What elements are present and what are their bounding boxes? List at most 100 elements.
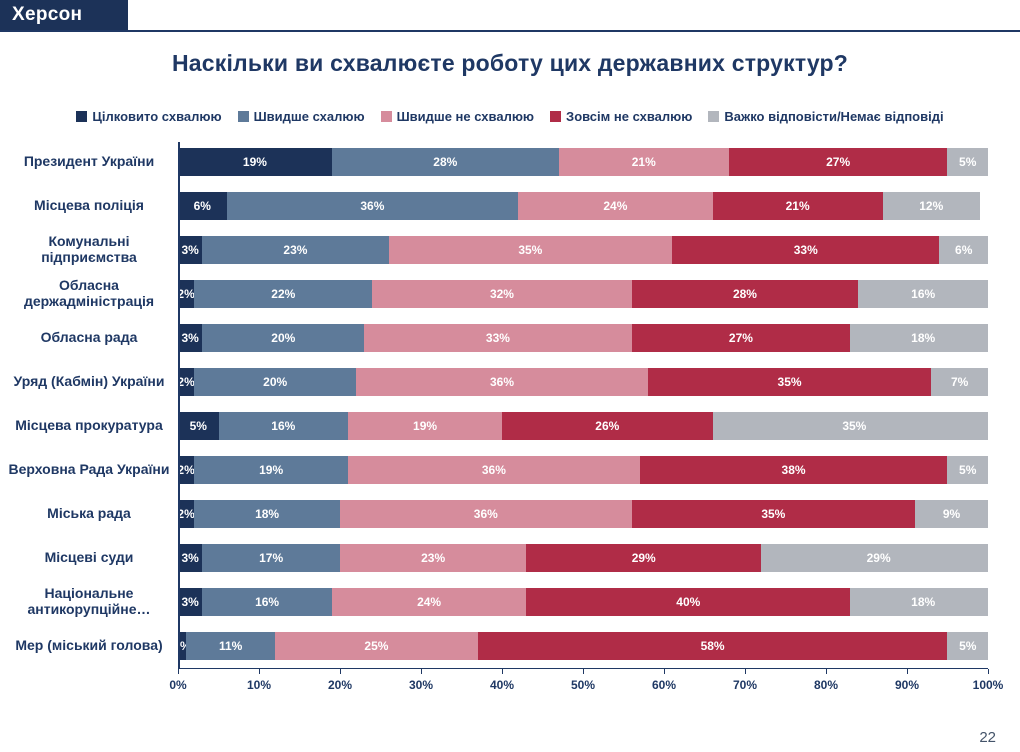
bar-segment: 18% — [850, 324, 988, 352]
legend-label: Швидше схалюю — [253, 109, 365, 124]
chart-title: Наскільки ви схвалюєте роботу цих держав… — [171, 50, 849, 76]
bar-segment: 58% — [477, 632, 948, 660]
bar-segment: 11% — [186, 632, 276, 660]
bar-segment: 35% — [631, 500, 916, 528]
bar-track: 2% 19% 36% 38% 5% — [178, 456, 988, 484]
chart-row: Обласна рада 3% 20% 33% 27% 18% — [0, 316, 988, 360]
category-axis-line — [178, 142, 180, 668]
bar-segment: 36% — [356, 368, 648, 396]
value-axis: 0% 10% 20% 30% 40% 50% 60% 70% 80% 90% 100% — [169, 668, 1003, 694]
bar-segment: 36% — [226, 192, 519, 220]
category-label: Комунальні підприємства — [41, 233, 137, 265]
bar-segment: 26% — [501, 412, 713, 440]
axis-tick — [340, 669, 341, 674]
bar-segment: 3% — [178, 324, 203, 352]
bar-segment: 21% — [712, 192, 883, 220]
bar-segment: 28% — [631, 280, 859, 308]
x-axis: 0% 10% 20% 30% 40% 50% 60% 70% 80% 90% 100% — [0, 668, 1003, 694]
chart-row: Верховна Рада України 2% 19% 36% 38% 5% — [0, 448, 988, 492]
bar-segment: 5% — [947, 456, 988, 484]
chart-row: Місцеві суди 3% 17% 23% 29% 29% — [0, 536, 988, 580]
axis-tick — [259, 669, 260, 674]
axis-tick-label: 0% — [169, 678, 187, 692]
bar-segment: 29% — [526, 544, 762, 572]
axis-tick — [826, 669, 827, 674]
axis-tick — [502, 669, 503, 674]
bar-segment: 19% — [194, 456, 349, 484]
axis-tick — [421, 669, 422, 674]
bar-segment: 36% — [339, 500, 632, 528]
bar-segment: 40% — [526, 588, 851, 616]
chart-row: Місцева прокуратура 5% 16% 19% 26% 35% — [0, 404, 988, 448]
bar-segment: 2% — [178, 500, 195, 528]
category-label: Обласна рада — [40, 329, 138, 346]
axis-tick — [664, 669, 665, 674]
bar-segment: 6% — [939, 236, 988, 264]
bar-segment: 35% — [388, 236, 673, 264]
bar-segment: 27% — [631, 324, 851, 352]
bar-track: 1%11%25%58%5% — [178, 632, 988, 660]
category-label: Верховна Рада України — [8, 461, 170, 478]
bar-segment: 21% — [558, 148, 729, 176]
axis-tick-label: 90% — [894, 678, 920, 692]
legend-swatch — [76, 111, 88, 122]
axis-tick-label: 10% — [246, 678, 272, 692]
bar-segment: 12% — [882, 192, 980, 220]
bar-segment: 19% — [348, 412, 502, 440]
category-label: Місцеві суди — [44, 549, 134, 566]
bar-segment: 35% — [647, 368, 932, 396]
axis-tick — [178, 669, 179, 674]
category-label: Президент України — [23, 153, 155, 170]
bar-segment: 16% — [202, 588, 332, 616]
axis-tick-label: 30% — [408, 678, 434, 692]
bar-track: 3% 23% 35% 33% 6% — [178, 236, 988, 264]
category-label: Мер (міський голова) — [15, 637, 163, 654]
legend-item: Важко відповісти/Немає відповіді — [708, 109, 944, 124]
bar-track: 3% 20% 33% 27% 18% — [178, 324, 988, 352]
legend-label: Швидше не схвалюю — [396, 109, 535, 124]
axis-tick-label: 60% — [651, 678, 677, 692]
chart-row: Міська рада 2% 18% 36% 35% 9% — [0, 492, 988, 536]
bar-segment: 23% — [202, 236, 389, 264]
bar-segment: 5% — [947, 632, 988, 660]
bar-segment: 2% — [178, 280, 195, 308]
bar-segment: 7% — [931, 368, 988, 396]
legend-label: Зовсім не схвалюю — [566, 109, 693, 124]
bar-track: 3% 17% 23% 29% 29% — [178, 544, 988, 572]
bar-segment: 2% — [178, 368, 195, 396]
bar-segment: 2% — [178, 456, 195, 484]
bar-segment: 27% — [728, 148, 948, 176]
axis-tick-label: 40% — [489, 678, 515, 692]
axis-spacer — [0, 668, 178, 694]
legend-item: Швидше схалюю — [237, 109, 365, 124]
legend-label: Цілковито схвалюю — [92, 109, 222, 124]
chart-row: Президент України 19% 28% 21% 27% 5% — [0, 140, 988, 184]
bar-segment: 36% — [348, 456, 640, 484]
bar-segment: 23% — [339, 544, 527, 572]
bar-segment: 9% — [915, 500, 988, 528]
bar-segment: 24% — [331, 588, 527, 616]
bar-segment: 25% — [275, 632, 478, 660]
chart-row: Обласна держадміністрація 2% 22% 32% 28% 16% — [0, 272, 988, 316]
bar-segment: 18% — [850, 588, 988, 616]
legend-swatch — [237, 111, 249, 122]
legend-item: Цілковито схвалюю — [76, 109, 222, 124]
axis-tick-label: 20% — [327, 678, 353, 692]
bar-track: 5% 16% 19% 26% 35% — [178, 412, 988, 440]
bar-segment: 38% — [639, 456, 948, 484]
chart-row: Уряд (Кабмін) України 2% 20% 36% 35% 7% — [0, 360, 988, 404]
bar-track: 6% 36% 24% 21% 12% — [178, 192, 988, 220]
legend-swatch — [380, 111, 392, 122]
chart-row: Мер (міський голова) 1%11%25%58%5% — [0, 624, 988, 668]
bar-track: 2% 18% 36% 35% 9% — [178, 500, 988, 528]
region-badge: Херсон — [0, 0, 128, 30]
bar-segment: 19% — [178, 148, 332, 176]
axis-tick-label: 100% — [972, 678, 1004, 692]
bar-segment: 16% — [858, 280, 988, 308]
bar-track: 2% 20% 36% 35% 7% — [178, 368, 988, 396]
chart-row: Комунальні підприємства 3% 23% 35% 33% 6% — [0, 228, 988, 272]
bar-segment: 32% — [372, 280, 632, 308]
header-divider — [0, 30, 1020, 32]
legend-item: Зовсім не схвалюю — [550, 109, 692, 124]
bar-segment: 5% — [947, 148, 988, 176]
